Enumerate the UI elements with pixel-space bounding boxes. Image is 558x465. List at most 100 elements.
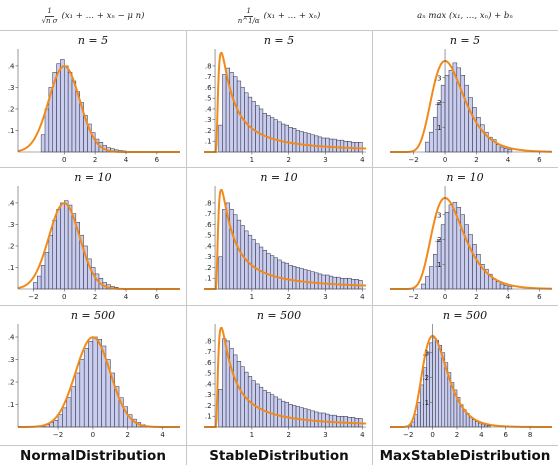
histogram-bar <box>222 74 227 153</box>
histogram-bar <box>52 219 57 290</box>
header-normal-numerator: 1 <box>45 6 54 17</box>
histogram-bar <box>310 134 315 153</box>
histogram-bar <box>475 421 479 428</box>
histogram-bar <box>60 59 65 153</box>
histogram-bar <box>258 108 264 153</box>
histogram-panel: n = 5 0 2 4 6 .1 .2 .3 .4 <box>0 31 186 168</box>
y-tick-label: .5 <box>205 370 212 378</box>
panel-title: n = 5 <box>449 34 481 47</box>
y-tick-label: .7 <box>205 210 212 218</box>
histogram-bar <box>314 135 319 153</box>
histogram-bar <box>218 389 223 428</box>
y-tick-label: .1 <box>422 399 429 407</box>
histogram-bar <box>79 359 85 428</box>
histogram-bar <box>481 423 485 428</box>
histogram-bar <box>440 224 446 290</box>
row-divider <box>0 305 558 306</box>
histogram-bar <box>303 408 308 428</box>
x-tick-label: 8 <box>528 431 532 439</box>
histogram-bar <box>354 279 359 290</box>
histogram-bar <box>444 212 450 290</box>
y-tick-label: .3 <box>8 221 15 229</box>
y-tick-label: .5 <box>205 232 212 240</box>
x-tick-label: −2 <box>53 431 63 439</box>
x-tick-label: 2 <box>93 156 97 164</box>
histogram-bar <box>40 265 46 290</box>
histogram-bar <box>229 72 234 153</box>
x-tick-label: 0 <box>443 293 447 301</box>
histogram-bar <box>503 285 509 290</box>
y-tick-label: .3 <box>435 74 442 82</box>
histogram-bar <box>343 277 348 290</box>
histogram-bar <box>347 277 352 290</box>
histogram-bar <box>233 76 238 153</box>
column-divider <box>372 30 373 465</box>
histogram-bar <box>317 273 323 290</box>
histogram-bar <box>448 70 454 153</box>
histogram-svg: −2 0 2 4 6 8 .1 .2 .3 <box>390 324 552 439</box>
histogram-bar <box>222 209 227 290</box>
histogram-bar <box>417 402 421 428</box>
histogram-bar <box>425 141 430 153</box>
panel-title: n = 500 <box>442 309 488 322</box>
y-tick-label: .7 <box>205 348 212 356</box>
histogram-bar <box>255 105 260 153</box>
header-normal-denominator: √n σ <box>41 16 58 25</box>
y-tick-label: .2 <box>422 374 429 382</box>
row-divider <box>0 30 558 31</box>
histogram-bar <box>321 412 326 428</box>
y-tick-label: .1 <box>8 264 15 272</box>
histogram-bar <box>37 275 42 290</box>
y-tick-label: .4 <box>205 380 212 388</box>
header-stable-formula: (x₁ + … + xₙ) <box>263 11 321 21</box>
x-tick-label: 2 <box>126 431 130 439</box>
histogram-bar <box>273 119 278 153</box>
x-tick-label: 6 <box>155 293 160 301</box>
histogram-svg: 1 2 3 4 .1 .2 .3 .4 .5 .6 .7 .8 <box>204 49 367 164</box>
column-name-normal: NormalDistribution <box>20 448 166 464</box>
x-tick-label: 0 <box>62 293 66 301</box>
histogram-bar <box>295 267 300 290</box>
y-tick-label: .4 <box>205 242 212 250</box>
x-tick-label: 4 <box>124 156 129 164</box>
histogram-bar <box>468 97 473 153</box>
histogram-bar <box>273 257 278 290</box>
histogram-bar <box>284 402 289 428</box>
histogram-bar <box>332 276 337 290</box>
y-tick-label: .3 <box>205 116 212 124</box>
pdf-curve <box>390 196 553 290</box>
histogram-bar <box>310 410 315 428</box>
x-tick-label: 3 <box>323 431 327 439</box>
histogram-bar <box>292 128 297 153</box>
histogram-bar <box>358 142 363 153</box>
y-tick-label: .2 <box>8 242 15 250</box>
x-tick-label: 1 <box>250 293 254 301</box>
histogram-panel: n = 10 −2 0 2 4 6 .1 .2 .3 .4 <box>0 168 186 305</box>
header-normal-fraction: 1 √n σ <box>42 7 58 26</box>
y-tick-label: .2 <box>8 105 15 113</box>
histogram-bar <box>251 101 256 153</box>
column-divider <box>186 30 187 465</box>
histogram-bar <box>306 409 312 428</box>
bars-group <box>425 62 513 153</box>
y-tick-label: .1 <box>8 127 15 135</box>
histogram-bar <box>270 255 275 290</box>
histogram-bar <box>40 134 46 153</box>
y-tick-label: .8 <box>205 62 212 70</box>
histogram-bar <box>336 276 341 290</box>
histogram-bar <box>218 256 223 290</box>
x-tick-label: 4 <box>160 431 165 439</box>
histogram-bar <box>317 136 323 153</box>
pdf-curve <box>204 52 367 153</box>
x-tick-label: 6 <box>155 156 160 164</box>
histogram-bar <box>233 354 238 428</box>
histogram-bar <box>292 405 297 428</box>
histogram-bar <box>299 131 304 153</box>
histogram-bar <box>44 252 50 290</box>
histogram-bar <box>270 394 275 428</box>
histogram-bar <box>444 75 450 153</box>
y-tick-label: .4 <box>8 199 15 207</box>
x-tick-label: 4 <box>360 156 365 164</box>
histogram-bar <box>332 138 337 153</box>
